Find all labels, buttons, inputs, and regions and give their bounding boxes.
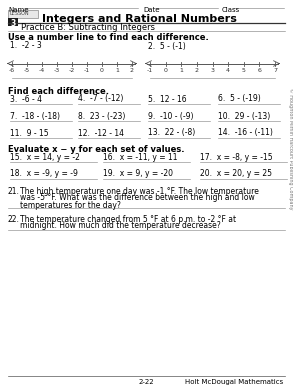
Text: 7: 7 <box>273 68 277 73</box>
Text: 2-22: 2-22 <box>138 379 154 385</box>
Text: 2: 2 <box>195 68 199 73</box>
Text: 5.  12 - 16: 5. 12 - 16 <box>148 95 187 103</box>
Text: 19.  x = 9, y = -20: 19. x = 9, y = -20 <box>103 169 173 178</box>
Text: 6.  5 - (-19): 6. 5 - (-19) <box>218 95 261 103</box>
Text: 11.  9 - 15: 11. 9 - 15 <box>10 129 49 137</box>
Text: 17.  x = -8, y = -15: 17. x = -8, y = -15 <box>200 152 272 161</box>
Text: 7.  -18 - (-18): 7. -18 - (-18) <box>10 112 60 120</box>
Text: 3.  -6 - 4: 3. -6 - 4 <box>10 95 42 103</box>
Text: 0: 0 <box>164 68 168 73</box>
Text: Integers and Rational Numbers: Integers and Rational Numbers <box>42 14 237 24</box>
Text: LESSON: LESSON <box>9 11 29 16</box>
Text: 0: 0 <box>100 68 104 73</box>
Text: 8.  23 - (-23): 8. 23 - (-23) <box>78 112 125 120</box>
Text: 1: 1 <box>115 68 119 73</box>
Text: Date: Date <box>143 7 159 13</box>
Text: 2.  5 - (-1): 2. 5 - (-1) <box>148 42 186 51</box>
Text: -2: -2 <box>69 68 75 73</box>
Text: 15.  x = 14, y = -2: 15. x = 14, y = -2 <box>10 152 80 161</box>
Text: 6: 6 <box>258 68 261 73</box>
Text: temperatures for the day?: temperatures for the day? <box>20 200 121 210</box>
Text: -4: -4 <box>39 68 45 73</box>
Text: 20.  x = 20, y = 25: 20. x = 20, y = 25 <box>200 169 272 178</box>
Text: 10.  29 - (-13): 10. 29 - (-13) <box>218 112 270 120</box>
Text: 4.  -7 - (-12): 4. -7 - (-12) <box>78 95 123 103</box>
Text: 13.  22 - (-8): 13. 22 - (-8) <box>148 129 195 137</box>
Text: 21.: 21. <box>8 186 20 195</box>
Bar <box>8 10 38 18</box>
Text: Evaluate x − y for each set of values.: Evaluate x − y for each set of values. <box>8 144 185 154</box>
Text: Use a number line to find each difference.: Use a number line to find each differenc… <box>8 34 209 42</box>
Text: midnight. How much did the temperature decrease?: midnight. How much did the temperature d… <box>20 222 221 230</box>
Text: Name: Name <box>8 7 28 13</box>
Text: © Houghton Mifflin Harcourt Publishing Company: © Houghton Mifflin Harcourt Publishing C… <box>288 88 293 210</box>
Text: Practice B: Subtracting Integers: Practice B: Subtracting Integers <box>21 24 155 32</box>
Text: 1.  -2 - 3: 1. -2 - 3 <box>10 42 42 51</box>
Text: was -5 °F. What was the difference between the high and low: was -5 °F. What was the difference betwe… <box>20 193 255 203</box>
Text: 12.  -12 - 14: 12. -12 - 14 <box>78 129 124 137</box>
Text: -1: -1 <box>84 68 90 73</box>
Text: Class: Class <box>222 7 240 13</box>
Text: 9.  -10 - (-9): 9. -10 - (-9) <box>148 112 193 120</box>
Text: 16.  x = -11, y = 11: 16. x = -11, y = 11 <box>103 152 178 161</box>
Bar <box>8 18 18 26</box>
Text: 1: 1 <box>179 68 183 73</box>
Text: 14.  -16 - (-11): 14. -16 - (-11) <box>218 129 273 137</box>
Text: 5: 5 <box>242 68 246 73</box>
Text: The high temperature one day was -1 °F. The low temperature: The high temperature one day was -1 °F. … <box>20 186 259 195</box>
Text: The temperature changed from 5 °F at 6 p.m. to -2 °F at: The temperature changed from 5 °F at 6 p… <box>20 215 236 223</box>
Text: 18.  x = -9, y = -9: 18. x = -9, y = -9 <box>10 169 78 178</box>
Text: -1: -1 <box>147 68 153 73</box>
Text: 4: 4 <box>226 68 230 73</box>
Text: 2: 2 <box>130 68 134 73</box>
Text: Find each difference.: Find each difference. <box>8 86 109 95</box>
Text: -6: -6 <box>9 68 15 73</box>
Text: 3: 3 <box>10 20 16 29</box>
Text: 22.: 22. <box>8 215 20 223</box>
Text: -5: -5 <box>24 68 30 73</box>
Text: 3: 3 <box>210 68 214 73</box>
Text: -3: -3 <box>54 68 60 73</box>
Text: Holt McDougal Mathematics: Holt McDougal Mathematics <box>185 379 283 385</box>
